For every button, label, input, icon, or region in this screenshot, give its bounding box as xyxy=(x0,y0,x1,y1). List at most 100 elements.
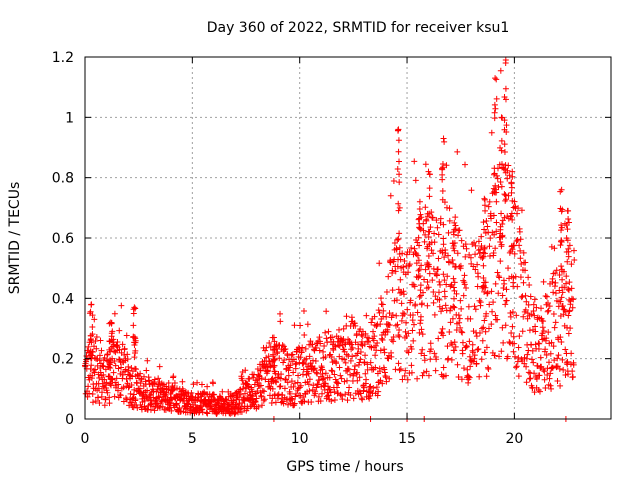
data-point xyxy=(131,386,138,393)
data-point xyxy=(517,247,524,254)
data-point xyxy=(325,328,332,335)
data-point xyxy=(443,204,450,211)
data-point xyxy=(305,370,312,377)
data-point xyxy=(303,355,310,362)
data-point xyxy=(544,300,551,307)
data-point xyxy=(384,329,391,336)
data-point xyxy=(405,269,412,276)
data-point xyxy=(254,388,261,395)
data-point xyxy=(480,219,487,226)
data-point xyxy=(427,224,434,231)
data-point xyxy=(190,381,197,388)
data-point xyxy=(131,304,138,311)
data-point xyxy=(497,179,504,186)
data-point xyxy=(477,299,484,306)
data-point xyxy=(373,322,380,329)
data-point xyxy=(421,352,428,359)
data-point xyxy=(259,387,266,394)
data-point xyxy=(131,354,138,361)
data-point xyxy=(104,351,111,358)
data-point xyxy=(402,328,409,335)
data-point xyxy=(530,301,537,308)
data-point xyxy=(418,300,425,307)
data-point xyxy=(342,341,349,348)
data-point xyxy=(392,268,399,275)
data-point xyxy=(530,359,537,366)
data-point xyxy=(563,359,570,366)
data-point xyxy=(543,293,550,300)
data-point xyxy=(344,377,351,384)
data-point xyxy=(128,382,135,389)
data-point xyxy=(95,394,102,401)
data-point xyxy=(332,343,339,350)
data-point xyxy=(543,335,550,342)
data-point xyxy=(462,253,469,260)
data-point xyxy=(441,288,448,295)
data-point xyxy=(376,260,383,267)
data-point xyxy=(109,355,116,362)
data-point xyxy=(92,366,99,373)
data-point xyxy=(162,392,169,399)
data-point xyxy=(103,387,110,394)
data-point xyxy=(128,399,135,406)
data-point xyxy=(381,349,388,356)
data-point xyxy=(114,339,121,346)
data-point xyxy=(368,319,375,326)
data-point xyxy=(459,329,466,336)
data-point xyxy=(334,379,341,386)
data-point xyxy=(488,215,495,222)
data-point xyxy=(406,249,413,256)
data-point xyxy=(95,385,102,392)
data-point xyxy=(381,346,388,353)
data-point xyxy=(571,257,578,264)
data-point xyxy=(431,311,438,318)
data-point xyxy=(329,334,336,341)
data-point xyxy=(110,369,117,376)
data-point xyxy=(436,296,443,303)
data-point xyxy=(441,293,448,300)
data-point xyxy=(481,244,488,251)
data-point xyxy=(258,393,265,400)
data-point xyxy=(481,250,488,257)
data-point xyxy=(106,400,113,407)
data-point xyxy=(366,384,373,391)
data-point xyxy=(299,344,306,351)
data-point xyxy=(453,326,460,333)
data-point xyxy=(484,290,491,297)
data-point xyxy=(559,268,566,275)
data-point xyxy=(447,319,454,326)
data-point xyxy=(482,349,489,356)
data-point xyxy=(270,334,277,341)
data-point xyxy=(238,404,245,411)
data-point xyxy=(109,375,116,382)
data-point xyxy=(441,138,448,145)
data-point xyxy=(261,388,268,395)
data-point xyxy=(322,353,329,360)
data-point xyxy=(106,338,113,345)
data-point xyxy=(355,345,362,352)
data-point xyxy=(109,376,116,383)
data-point xyxy=(559,276,566,283)
data-point xyxy=(288,378,295,385)
data-point xyxy=(549,364,556,371)
data-point xyxy=(113,375,120,382)
data-point xyxy=(546,303,553,310)
data-point xyxy=(445,252,452,259)
data-point xyxy=(545,359,552,366)
data-point xyxy=(443,281,450,288)
data-point xyxy=(360,387,367,394)
data-point xyxy=(396,367,403,374)
data-point xyxy=(484,289,491,296)
data-point xyxy=(405,330,412,337)
data-point xyxy=(446,217,453,224)
x-tick-label: 20 xyxy=(505,431,523,447)
data-point xyxy=(332,376,339,383)
data-point xyxy=(138,406,145,413)
data-point xyxy=(450,275,457,282)
data-point xyxy=(418,326,425,333)
data-point xyxy=(482,230,489,237)
data-point xyxy=(448,356,455,363)
data-point xyxy=(184,400,191,407)
